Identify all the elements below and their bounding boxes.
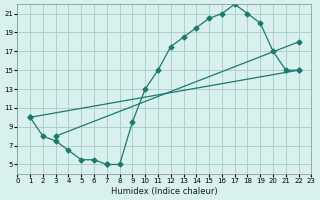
X-axis label: Humidex (Indice chaleur): Humidex (Indice chaleur) [111, 187, 218, 196]
